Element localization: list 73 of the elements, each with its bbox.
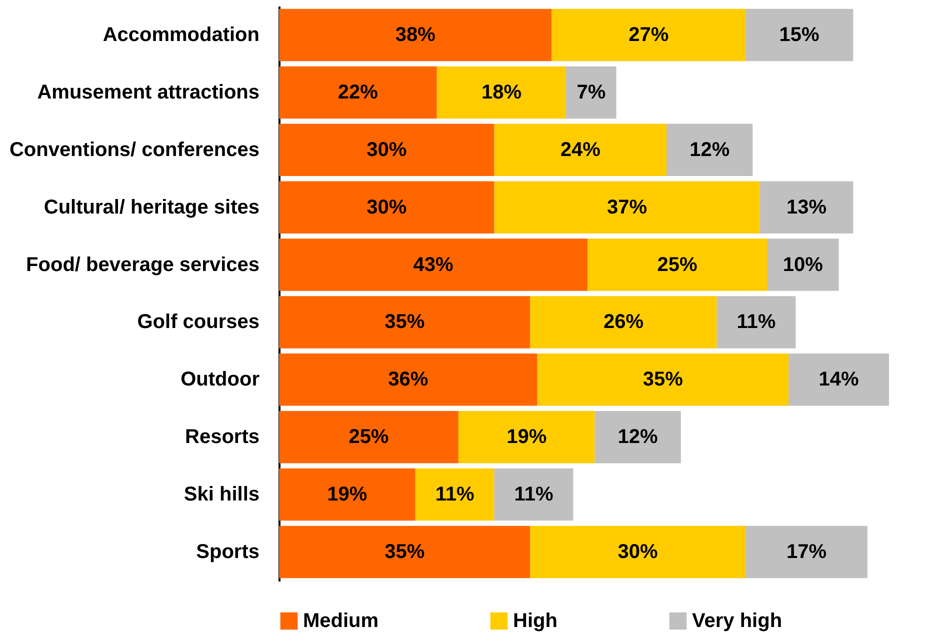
- y-tick-label: Food/ beverage services: [26, 254, 260, 276]
- y-tick-label: Cultural/ heritage sites: [44, 196, 260, 218]
- data-label: 24%: [560, 138, 601, 161]
- data-label: 11%: [514, 484, 554, 506]
- data-label: 11%: [435, 484, 474, 506]
- y-tick-label: Accommodation: [102, 24, 260, 46]
- bar: [436, 66, 566, 119]
- data-label: 22%: [338, 81, 378, 104]
- data-label: 37%: [607, 196, 648, 218]
- y-tick-label: Ski hills: [184, 484, 260, 506]
- bar: [279, 296, 530, 348]
- data-label: 38%: [395, 24, 436, 46]
- y-tick-label: Amusement attractions: [37, 81, 260, 104]
- data-label: 12%: [618, 426, 658, 448]
- bar: [552, 8, 746, 62]
- bar: [788, 354, 889, 406]
- bar: [494, 124, 667, 176]
- y-tick-label: Outdoor: [180, 368, 260, 391]
- data-label: 13%: [786, 196, 827, 218]
- data-label: 43%: [413, 254, 454, 276]
- y-tick-label: Resorts: [185, 426, 260, 448]
- bar: [415, 468, 494, 521]
- bar: [537, 354, 789, 406]
- bar: [279, 354, 538, 406]
- y-tick-label: Golf courses: [137, 311, 260, 334]
- bar: [745, 8, 854, 62]
- bar: [279, 181, 494, 234]
- data-label: 10%: [782, 254, 824, 276]
- bar: [760, 181, 854, 234]
- data-label: 30%: [618, 540, 658, 563]
- bar: [666, 124, 753, 176]
- data-label: 19%: [506, 426, 547, 448]
- data-label: 30%: [366, 196, 407, 218]
- data-label: 25%: [657, 254, 698, 276]
- bar: [588, 238, 767, 291]
- bar: [530, 526, 746, 578]
- data-label: 27%: [628, 24, 669, 46]
- legend-label: Medium: [303, 610, 379, 632]
- data-label: 11%: [736, 311, 776, 334]
- bar: [279, 66, 437, 119]
- legend-label: Very high: [692, 610, 782, 632]
- data-label: 15%: [779, 24, 820, 46]
- data-label: 35%: [642, 368, 684, 391]
- bar: [745, 526, 868, 578]
- bar: [279, 410, 458, 464]
- data-label: 12%: [690, 138, 730, 161]
- bar: [279, 124, 494, 176]
- bar: [566, 66, 616, 119]
- bar: [279, 526, 530, 578]
- data-label: 25%: [348, 426, 389, 448]
- bar: [716, 296, 796, 348]
- bar: [494, 468, 574, 521]
- bar: [279, 8, 552, 62]
- bar: [767, 238, 839, 291]
- bar: [494, 181, 760, 234]
- bar: [530, 296, 717, 348]
- data-label: 17%: [786, 540, 827, 563]
- data-label: 7%: [576, 81, 606, 104]
- bar: [279, 468, 416, 521]
- data-label: 30%: [366, 138, 407, 161]
- data-label: 19%: [327, 484, 368, 506]
- bar: [279, 238, 588, 291]
- y-tick-label: Sports: [196, 540, 260, 563]
- bar: [594, 410, 681, 464]
- legend-label: High: [513, 610, 558, 632]
- data-label: 14%: [818, 368, 859, 391]
- bar: [458, 410, 595, 464]
- data-label: 18%: [481, 81, 522, 104]
- data-label: 35%: [384, 311, 425, 334]
- data-label: 36%: [388, 368, 428, 391]
- data-label: 35%: [384, 540, 425, 563]
- data-label: 26%: [603, 311, 644, 334]
- y-tick-label: Conventions/ conferences: [9, 138, 260, 161]
